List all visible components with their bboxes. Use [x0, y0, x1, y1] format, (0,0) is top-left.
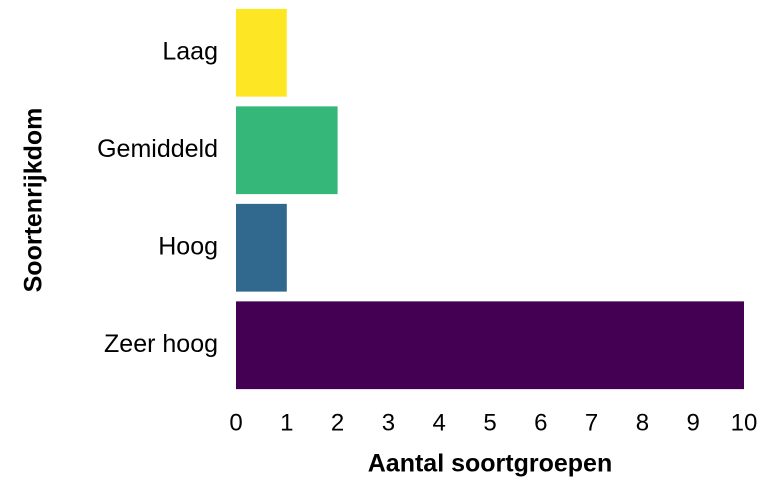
y-tick-label: Zeer hoog — [104, 330, 218, 358]
bar — [236, 8, 287, 97]
x-tick-label: 6 — [534, 409, 547, 436]
x-tick-label: 1 — [280, 409, 293, 436]
x-tick-label: 5 — [483, 409, 496, 436]
y-tick-label: Laag — [162, 37, 218, 65]
bar — [236, 203, 287, 292]
x-tick-label: 7 — [585, 409, 598, 436]
bar — [236, 106, 338, 195]
y-axis-title: Soortenrijkdom — [20, 108, 48, 293]
x-axis-title: Aantal soortgroepen — [368, 450, 612, 478]
x-tick-label: 4 — [433, 409, 446, 436]
x-tick-label: 8 — [636, 409, 649, 436]
x-tick-label: 0 — [229, 409, 242, 436]
bar — [236, 301, 744, 390]
y-tick-label: Gemiddeld — [97, 135, 218, 163]
x-tick-label: 10 — [731, 409, 758, 436]
x-tick-label: 9 — [687, 409, 700, 436]
x-tick-label: 3 — [382, 409, 395, 436]
x-tick-label: 2 — [331, 409, 344, 436]
y-tick-label: Hoog — [158, 232, 218, 260]
